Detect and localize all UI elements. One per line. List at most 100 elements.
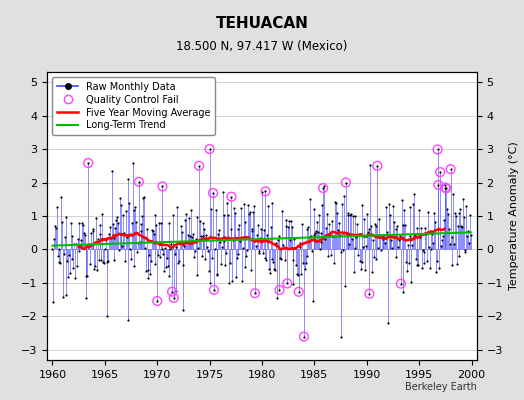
Point [132,219,140,225]
Point [290,236,299,242]
Point [91,263,100,269]
Point [434,182,443,188]
Point [297,271,305,277]
Point [177,222,185,229]
Point [418,265,426,271]
Point [167,241,176,247]
Point [300,333,308,340]
Point [429,239,438,246]
Point [302,226,311,232]
Point [157,246,166,252]
Point [320,183,328,190]
Point [104,258,113,264]
Point [355,231,363,237]
Point [439,233,447,240]
Point [149,228,157,234]
Point [377,234,386,240]
Point [174,260,182,266]
Point [173,204,181,210]
Point [441,184,450,191]
Point [233,226,242,232]
Point [427,228,435,234]
Point [170,251,179,257]
Point [54,259,63,265]
Point [180,243,189,250]
Point [134,240,142,246]
Point [280,244,288,251]
Point [319,185,328,191]
Point [232,274,240,281]
Point [342,179,350,186]
Point [171,244,180,250]
Point [224,212,232,218]
Point [196,218,204,224]
Point [438,237,446,243]
Point [64,273,72,280]
Point [372,256,380,262]
Point [191,236,200,243]
Point [100,260,108,266]
Point [155,220,163,226]
Point [194,245,202,252]
Point [68,233,76,239]
Point [144,275,152,282]
Point [283,280,291,287]
Point [293,270,301,277]
Point [196,233,205,239]
Point [278,208,286,215]
Point [284,224,292,231]
Point [86,261,94,268]
Point [150,261,159,267]
Point [262,256,270,263]
Point [60,234,69,240]
Point [440,217,448,224]
Point [348,236,356,242]
Point [356,258,364,264]
Point [210,287,218,293]
Point [338,201,346,208]
Point [310,206,319,213]
Point [246,267,255,273]
Point [89,226,97,232]
Point [443,206,451,213]
Point [335,232,344,238]
Point [236,237,244,244]
Point [102,236,110,243]
Point [393,223,401,229]
Point [377,247,385,254]
Point [351,213,359,219]
Point [407,278,416,285]
Point [231,210,239,216]
Point [168,288,176,295]
Point [223,200,231,206]
Point [299,260,307,266]
Point [277,256,286,262]
Point [206,280,215,286]
Point [352,234,361,240]
Point [242,253,250,259]
Point [276,255,285,261]
Point [50,236,58,243]
Point [462,203,471,210]
Point [77,236,85,243]
Point [209,190,217,196]
Point [138,213,147,219]
Point [420,260,429,266]
Point [356,266,365,272]
Point [397,280,405,287]
Point [341,282,349,289]
Point [340,193,348,200]
Point [128,220,136,226]
Point [183,239,191,246]
Point [119,211,127,218]
Point [141,268,150,274]
Point [442,185,451,192]
Point [226,225,235,232]
Point [253,232,261,238]
Point [219,188,227,195]
Point [187,207,195,213]
Point [182,210,190,217]
Point [157,219,165,226]
Point [258,189,266,195]
Point [432,258,441,264]
